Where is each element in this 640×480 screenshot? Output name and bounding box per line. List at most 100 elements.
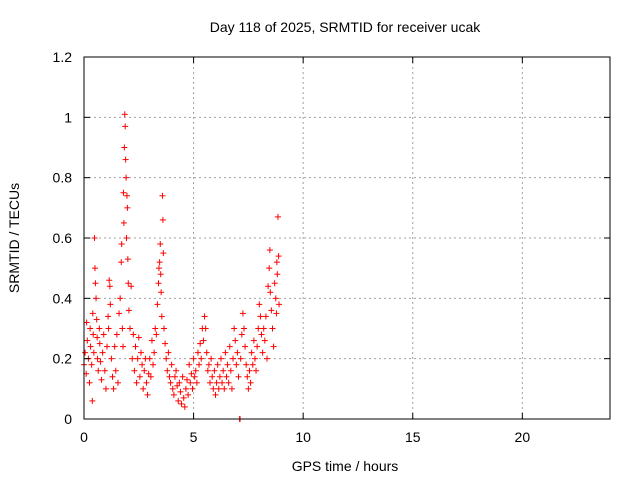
data-point bbox=[163, 355, 170, 362]
data-point bbox=[91, 265, 98, 272]
plot-frame bbox=[83, 56, 611, 420]
data-point bbox=[121, 111, 128, 118]
data-point bbox=[127, 325, 134, 332]
data-point bbox=[114, 379, 121, 386]
data-point bbox=[240, 325, 247, 332]
x-axis-label: GPS time / hours bbox=[292, 458, 399, 474]
data-point bbox=[167, 379, 174, 386]
data-point bbox=[98, 376, 105, 383]
data-point bbox=[118, 241, 125, 248]
data-point bbox=[147, 373, 154, 380]
data-point bbox=[134, 355, 141, 362]
data-point bbox=[117, 295, 124, 302]
data-point bbox=[88, 361, 95, 368]
data-point bbox=[244, 373, 251, 380]
data-point bbox=[266, 265, 273, 272]
data-point bbox=[189, 385, 196, 392]
data-point bbox=[276, 301, 283, 308]
data-point bbox=[233, 361, 240, 368]
data-point bbox=[169, 385, 176, 392]
y-tick-label: 0.6 bbox=[53, 230, 73, 246]
x-tick-label: 5 bbox=[190, 429, 198, 445]
data-point bbox=[87, 343, 94, 350]
data-point bbox=[83, 319, 90, 326]
data-point bbox=[96, 325, 103, 332]
data-point bbox=[93, 316, 100, 323]
data-point bbox=[96, 340, 103, 347]
data-point bbox=[97, 358, 104, 365]
data-point bbox=[178, 400, 185, 407]
data-point bbox=[196, 361, 203, 368]
data-point bbox=[124, 256, 131, 263]
data-point bbox=[226, 343, 233, 350]
data-point bbox=[99, 349, 106, 356]
data-point bbox=[271, 280, 278, 287]
data-point bbox=[155, 265, 162, 272]
data-point bbox=[90, 349, 97, 356]
data-point bbox=[200, 337, 207, 344]
data-point bbox=[164, 367, 171, 374]
data-point bbox=[224, 361, 231, 368]
data-point bbox=[106, 283, 113, 290]
data-point bbox=[245, 385, 252, 392]
data-point bbox=[159, 216, 166, 223]
data-point bbox=[264, 355, 271, 362]
data-point bbox=[273, 259, 280, 266]
data-point bbox=[234, 349, 241, 356]
y-tick-label: 1 bbox=[64, 109, 72, 125]
data-point bbox=[214, 361, 221, 368]
data-point bbox=[202, 325, 209, 332]
data-point bbox=[262, 313, 269, 320]
data-point bbox=[238, 331, 245, 338]
data-point bbox=[92, 280, 99, 287]
data-point bbox=[237, 355, 244, 362]
axis-ticks bbox=[83, 56, 610, 420]
data-point bbox=[160, 250, 167, 257]
data-point bbox=[123, 174, 130, 181]
data-point bbox=[128, 283, 135, 290]
data-point bbox=[204, 367, 211, 374]
data-point bbox=[209, 373, 216, 380]
data-point bbox=[165, 349, 172, 356]
data-point bbox=[175, 397, 182, 404]
data-point bbox=[129, 355, 136, 362]
data-point bbox=[239, 310, 246, 317]
data-point bbox=[217, 355, 224, 362]
data-point bbox=[120, 343, 127, 350]
data-point bbox=[123, 235, 130, 241]
data-point bbox=[231, 325, 238, 332]
data-point bbox=[193, 379, 200, 386]
data-point bbox=[133, 379, 140, 386]
data-point bbox=[89, 310, 96, 317]
data-point bbox=[215, 385, 222, 392]
data-point bbox=[158, 313, 165, 320]
data-point bbox=[168, 361, 175, 368]
data-point bbox=[105, 325, 112, 332]
data-point bbox=[205, 361, 212, 368]
data-point bbox=[228, 385, 235, 392]
data-point bbox=[148, 337, 155, 344]
data-point bbox=[93, 295, 100, 302]
data-point bbox=[86, 379, 93, 386]
data-point bbox=[136, 373, 143, 380]
data-point bbox=[121, 144, 128, 151]
grid bbox=[84, 57, 610, 419]
x-tick-label: 15 bbox=[405, 429, 421, 445]
data-point bbox=[275, 253, 282, 260]
data-point bbox=[125, 280, 132, 287]
data-point bbox=[104, 343, 111, 350]
data-point bbox=[269, 325, 276, 332]
data-point bbox=[122, 156, 129, 163]
data-point bbox=[219, 379, 226, 386]
data-point bbox=[211, 367, 218, 374]
data-point bbox=[194, 349, 201, 356]
data-point bbox=[157, 241, 164, 248]
data-point bbox=[259, 349, 266, 356]
data-point bbox=[113, 331, 120, 338]
data-points bbox=[81, 111, 283, 422]
data-point bbox=[125, 307, 132, 314]
data-point bbox=[146, 355, 153, 362]
data-point bbox=[222, 349, 229, 356]
data-point bbox=[124, 204, 131, 211]
